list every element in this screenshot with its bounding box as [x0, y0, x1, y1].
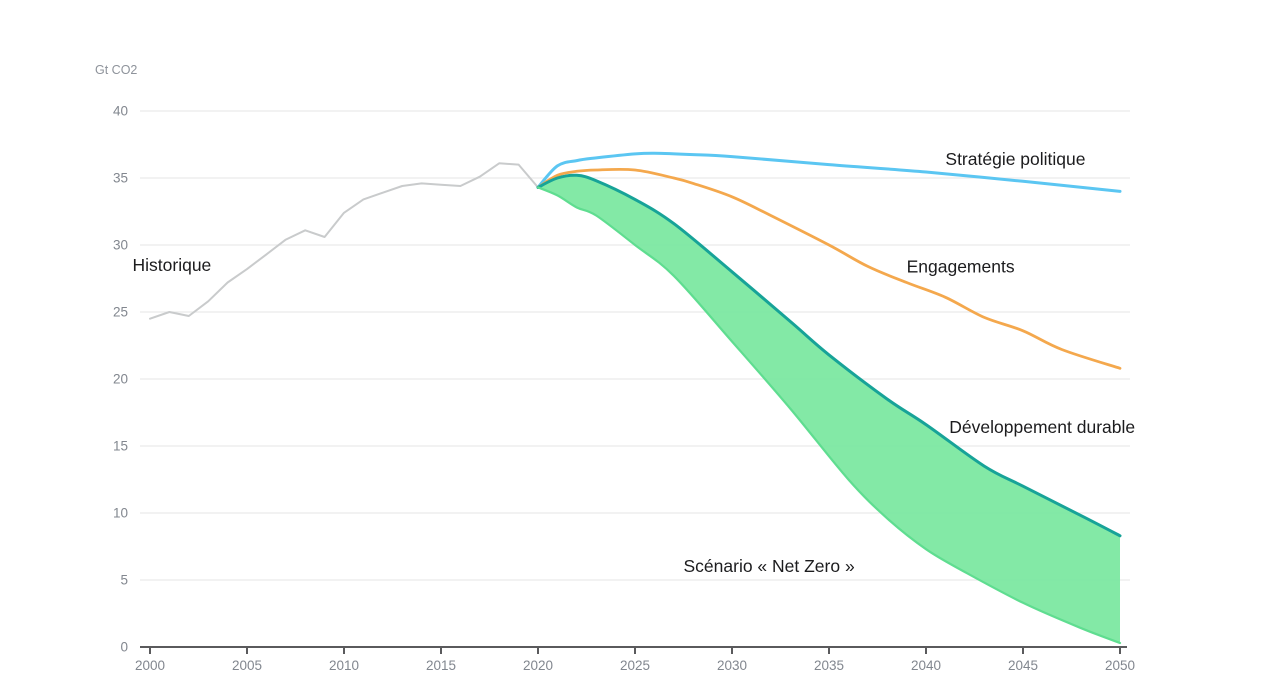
x-tick-label-2010: 2010: [329, 658, 359, 673]
x-tick-label-2025: 2025: [620, 658, 650, 673]
x-tick-label-2035: 2035: [814, 658, 844, 673]
series-historique: [149, 162, 539, 320]
series-label-engagements: Engagements: [907, 256, 1015, 276]
series-label-historique: Historique: [133, 255, 212, 275]
x-tick-label-2020: 2020: [523, 658, 553, 673]
x-tick-label-2040: 2040: [911, 658, 941, 673]
y-tick-label-10: 10: [113, 506, 128, 521]
series-engagements: [536, 167, 1122, 370]
y-tick-label-20: 20: [113, 372, 128, 387]
y-tick-label-15: 15: [113, 439, 128, 454]
x-tick-label-2015: 2015: [426, 658, 456, 673]
y-tick-label-25: 25: [113, 305, 128, 320]
x-tick-label-2000: 2000: [135, 658, 165, 673]
x-tick-label-2045: 2045: [1008, 658, 1038, 673]
y-tick-label-35: 35: [113, 171, 128, 186]
series-label-strat-gie-politique: Stratégie politique: [945, 149, 1085, 169]
y-tick-label-30: 30: [113, 238, 128, 253]
y-tick-label-5: 5: [120, 573, 128, 588]
x-tick-label-2030: 2030: [717, 658, 747, 673]
x-tick-label-2005: 2005: [232, 658, 262, 673]
series-sc-nario-net-zero: [536, 186, 1122, 645]
net-zero-band: [538, 175, 1120, 644]
series-label-d-veloppement-durable: Développement durable: [949, 417, 1135, 437]
y-tick-label-40: 40: [113, 104, 128, 119]
y-axis-unit-label: Gt CO2: [95, 63, 137, 77]
series-strat-gie-politique: [536, 151, 1122, 193]
x-tick-label-2050: 2050: [1105, 658, 1135, 673]
y-tick-label-0: 0: [120, 640, 128, 655]
series-label-sc-nario-net-zero: Scénario « Net Zero »: [684, 556, 855, 576]
series-d-veloppement-durable: [536, 173, 1122, 538]
